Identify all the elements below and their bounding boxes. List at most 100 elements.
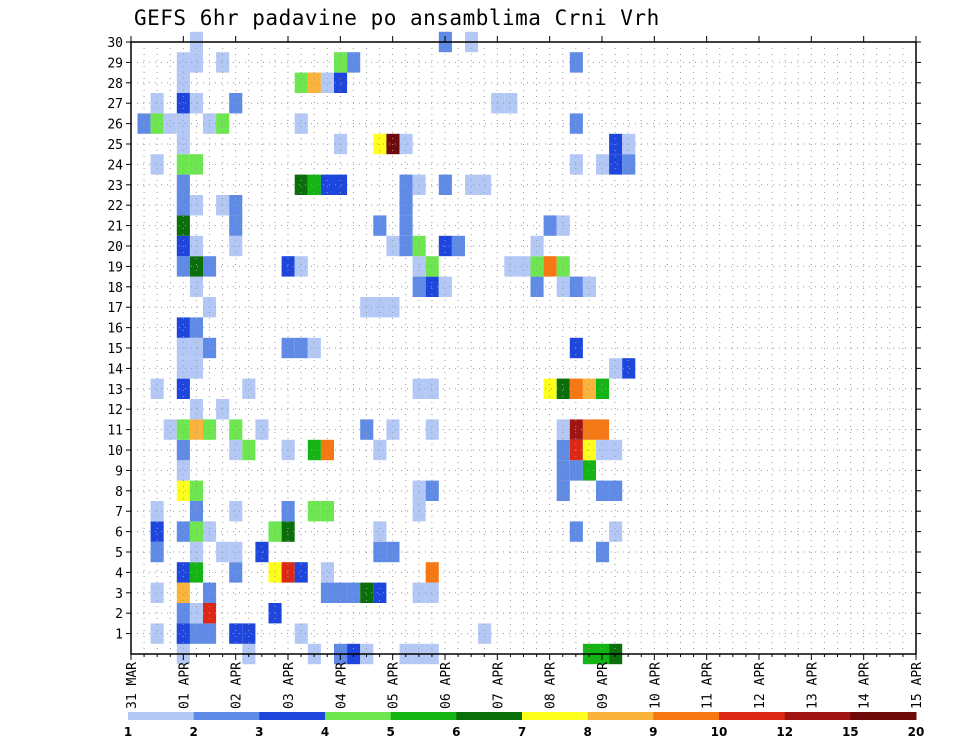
heatmap-cell [137, 113, 151, 134]
heatmap-cell [425, 419, 439, 440]
heatmap-cell [229, 195, 243, 216]
y-tick-label: 10 [107, 444, 123, 459]
colorbar-label: 10 [711, 725, 728, 739]
heatmap-cell [609, 480, 623, 501]
x-tick-label: 12 APR [753, 662, 768, 709]
y-tick-label: 1 [115, 628, 123, 643]
heatmap-cell [596, 480, 610, 501]
heatmap-cell [150, 623, 164, 644]
heatmap-cell [189, 317, 203, 338]
heatmap-cell [189, 276, 203, 297]
y-tick-label: 8 [115, 485, 123, 500]
heatmap-cell [478, 623, 492, 644]
heatmap-cell [399, 174, 413, 195]
heatmap-cell [609, 358, 623, 379]
y-tick-label: 3 [115, 587, 123, 602]
heatmap-cell [176, 623, 190, 644]
heatmap-cell [386, 419, 400, 440]
heatmap-cell [596, 541, 610, 563]
heatmap-cell [176, 93, 190, 114]
heatmap-cell [569, 521, 583, 542]
y-tick-label: 11 [107, 424, 123, 439]
heatmap-cell [189, 52, 203, 73]
heatmap-cell [360, 297, 374, 318]
y-tick-label: 4 [115, 566, 123, 581]
heatmap-cell [320, 582, 334, 603]
heatmap-cell [307, 174, 321, 195]
colorbar-label: 9 [649, 725, 657, 739]
heatmap-cell [334, 174, 348, 195]
heatmap-cell [609, 154, 623, 175]
heatmap-cell [294, 623, 308, 644]
heatmap-cell [320, 562, 334, 583]
colorbar-label: 15 [842, 725, 859, 739]
heatmap-cell [334, 52, 348, 73]
heatmap-cell [569, 276, 583, 297]
x-tick-label: 07 APR [491, 662, 506, 709]
colorbar-label: 2 [190, 725, 198, 739]
heatmap-cell [517, 256, 531, 277]
heatmap-cell [176, 72, 190, 93]
heatmap-cell [425, 256, 439, 277]
heatmap-cell [307, 72, 321, 93]
x-tick-label: 05 APR [387, 662, 402, 709]
heatmap-cell [373, 582, 387, 603]
heatmap-cell [334, 582, 348, 603]
heatmap-cell [189, 623, 203, 644]
y-tick-label: 6 [115, 526, 123, 541]
x-tick-label: 15 APR [910, 662, 925, 709]
colorbar-label: 12 [776, 725, 793, 739]
heatmap-cell [320, 72, 334, 93]
heatmap-cell [176, 480, 190, 501]
y-tick-label: 12 [107, 403, 123, 418]
heatmap-cell [281, 521, 295, 542]
heatmap-cell [189, 358, 203, 379]
y-tick-label: 28 [107, 77, 123, 92]
heatmap-cell [569, 154, 583, 175]
heatmap-cell [320, 174, 334, 195]
heatmap-cell [281, 501, 295, 522]
heatmap-cell [229, 562, 243, 583]
heatmap-cell [334, 72, 348, 93]
colorbar-swatch [128, 712, 195, 720]
heatmap-cell [582, 460, 596, 481]
heatmap-cell [504, 256, 518, 277]
heatmap-cell [373, 215, 387, 236]
heatmap-cell [609, 521, 623, 542]
colorbar-label: 1 [124, 725, 132, 739]
heatmap-cell [543, 256, 557, 277]
heatmap-cell [150, 154, 164, 175]
heatmap-cell [320, 501, 334, 522]
heatmap-cell [189, 256, 203, 277]
heatmap-cell [189, 195, 203, 216]
x-tick-label: 11 APR [701, 662, 716, 709]
colorbar-swatch [784, 712, 851, 720]
heatmap-cell [189, 521, 203, 542]
heatmap-cell [189, 154, 203, 175]
y-tick-label: 5 [115, 546, 123, 561]
x-tick-label: 14 APR [858, 662, 873, 709]
heatmap-cells [137, 31, 636, 665]
x-tick-label: 06 APR [439, 662, 454, 709]
heatmap-cell [281, 256, 295, 277]
heatmap-cell [229, 419, 243, 440]
y-tick-label: 15 [107, 342, 123, 357]
heatmap-cell [582, 276, 596, 297]
heatmap-cell [189, 603, 203, 624]
colorbar-label: 20 [908, 725, 925, 739]
chart-title: GEFS 6hr padavine po ansamblima Crni Vrh [134, 6, 660, 30]
heatmap-cell [176, 317, 190, 338]
heatmap-cell [425, 582, 439, 603]
colorbar-swatch [325, 712, 392, 720]
heatmap-cell [399, 195, 413, 216]
colorbar-label: 8 [584, 725, 592, 739]
colorbar-label: 3 [255, 725, 263, 739]
x-tick-label: 01 APR [177, 662, 192, 709]
heatmap-cell [530, 256, 544, 277]
heatmap-cell [504, 93, 518, 114]
heatmap-cell [569, 113, 583, 134]
heatmap-cell [189, 501, 203, 522]
colorbar-swatch [587, 712, 654, 720]
heatmap-cell [373, 521, 387, 542]
heatmap-cell [609, 439, 623, 461]
